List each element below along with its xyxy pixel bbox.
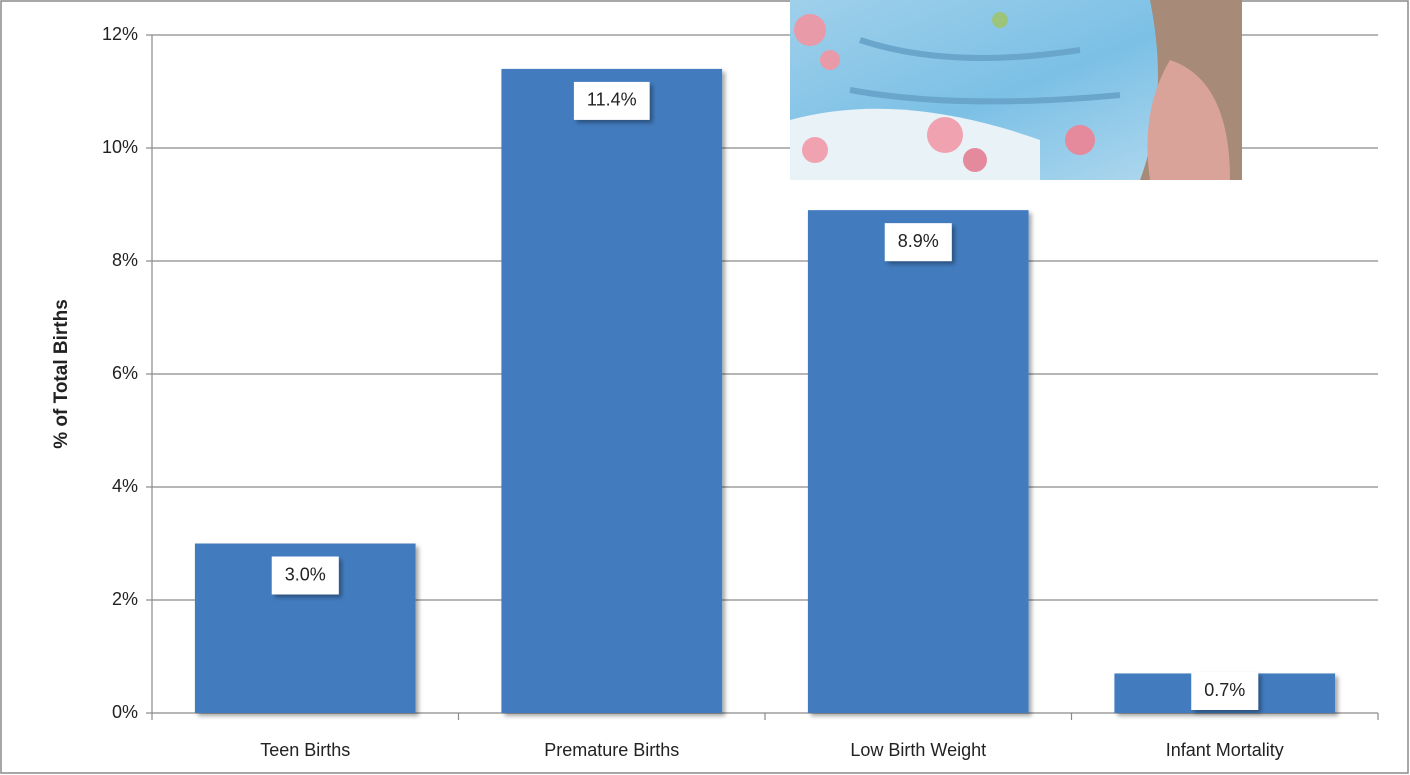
data-label: 0.7% (1204, 680, 1245, 700)
y-tick-label: 8% (112, 250, 138, 270)
bar (501, 68, 723, 713)
photo (790, 0, 1242, 180)
y-tick-label: 4% (112, 476, 138, 496)
y-axis-title: % of Total Births (51, 299, 72, 449)
y-tick-label: 6% (112, 363, 138, 383)
y-tick-label: 12% (102, 24, 138, 44)
x-tick-label: Infant Mortality (1166, 740, 1284, 760)
data-label-box (573, 81, 650, 120)
data-label: 11.4% (587, 90, 637, 110)
data-label: 3.0% (285, 564, 326, 584)
data-label-box (271, 556, 339, 595)
plot-area: 0% 2% 4% 6% 8% 10% 12% Teen Births Premature Bir… (102, 24, 1379, 760)
x-tick-label: Premature Births (544, 740, 679, 760)
y-tick-label: 0% (112, 702, 138, 722)
y-tick-label: 10% (102, 137, 138, 157)
bar (807, 210, 1029, 713)
data-label: 8.9% (898, 231, 939, 251)
data-label-box (1191, 672, 1259, 710)
data-label-box (884, 223, 952, 262)
y-tick-label: 2% (112, 589, 138, 609)
x-tick-label: Teen Births (260, 740, 350, 760)
x-tick-label: Low Birth Weight (850, 740, 986, 760)
